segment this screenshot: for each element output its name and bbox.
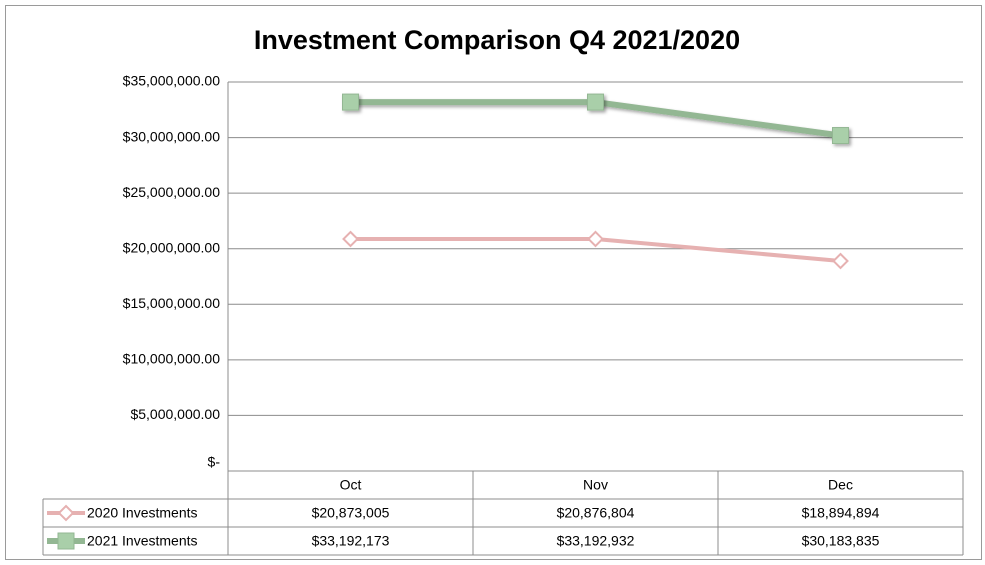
table-value: $20,876,804 [557,505,635,521]
legend-label: 2021 Investments [87,533,198,549]
x-tick-label: Oct [340,477,362,493]
x-tick-label: Dec [828,477,853,493]
legend-label: 2020 Investments [87,505,198,521]
y-tick-label: $35,000,000.00 [123,73,221,89]
point-marker [832,127,849,145]
point-marker [342,93,359,111]
table-value: $18,894,894 [802,505,880,521]
table-value: $33,192,932 [557,533,635,549]
legend-marker [57,532,75,550]
legend-marker [57,504,75,522]
y-tick-label: $25,000,000.00 [123,184,221,200]
y-tick-label: $10,000,000.00 [123,351,221,367]
y-tick-label: $20,000,000.00 [123,239,221,255]
y-tick-label: $15,000,000.00 [123,295,221,311]
y-tick-label: $30,000,000.00 [123,128,221,144]
point-marker [832,252,849,270]
point-marker [587,230,604,248]
chart-title: Investment Comparison Q4 2021/2020 [254,25,740,55]
point-marker [587,93,604,111]
chart-border [5,5,982,560]
y-tick-label: $5,000,000.00 [130,406,220,422]
table-value: $30,183,835 [802,533,880,549]
x-tick-label: Nov [583,477,608,493]
table-value: $20,873,005 [312,505,390,521]
point-marker [342,230,359,248]
table-value: $33,192,173 [312,533,390,549]
y-tick-label: $- [208,454,221,470]
